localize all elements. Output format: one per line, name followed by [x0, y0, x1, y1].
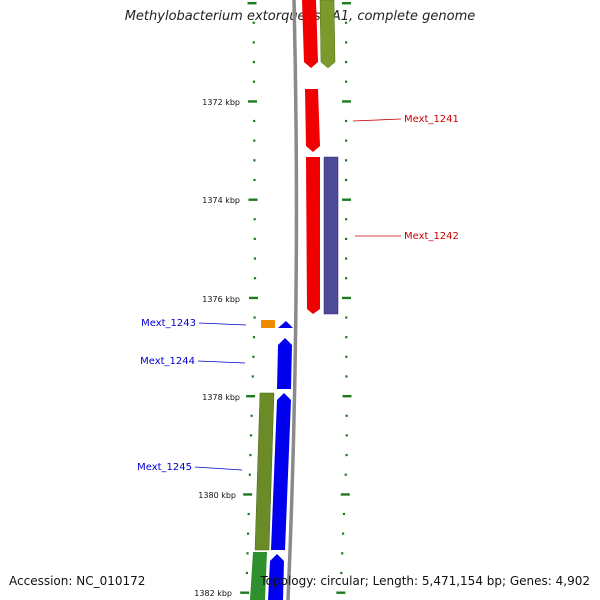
gene-mext-1241[interactable] — [305, 89, 320, 152]
tick-minor-right — [345, 375, 348, 378]
tick-minor-right — [345, 434, 348, 437]
ruler-label-1374: 1374 kbp — [202, 196, 240, 205]
tick-minor-left — [252, 336, 256, 339]
tick-minor-left — [253, 257, 256, 260]
tick-minor-left — [253, 277, 257, 280]
ruler-label-1382: 1382 kbp — [194, 589, 232, 598]
tick-minor-left — [245, 571, 249, 575]
feature-olive-top[interactable] — [319, 0, 336, 69]
tick-minor-right — [345, 355, 348, 358]
feature-red-top[interactable] — [302, 0, 318, 68]
label-mext-1244[interactable]: Mext_1244 — [140, 356, 195, 367]
label-mext-1245[interactable]: Mext_1245 — [137, 462, 192, 473]
gene-mext-1242[interactable] — [323, 156, 339, 315]
tick-minor-right — [345, 453, 348, 457]
accession-text: Accession: NC_010172 — [9, 574, 146, 588]
tick-minor-right — [340, 571, 343, 575]
tick-major-left — [248, 198, 258, 201]
tick-minor-right — [342, 512, 346, 516]
tick-minor-left — [249, 453, 252, 457]
tick-major-right — [342, 395, 352, 398]
tick-major-right — [342, 2, 351, 5]
tick-minor-left — [249, 434, 253, 437]
leader-mext-1245 — [194, 466, 243, 471]
reverse-features — [250, 320, 293, 600]
genome-title: Methylobacterium extorquens PA1, complet… — [124, 9, 476, 24]
tick-major-left — [248, 296, 258, 300]
tick-minor-right — [345, 414, 348, 417]
tick-minor-left — [246, 532, 250, 535]
ruler-label-1376: 1376 kbp — [202, 295, 240, 304]
tick-minor-left — [248, 473, 251, 476]
tick-major-right — [342, 198, 351, 201]
tick-minor-right — [341, 552, 344, 555]
tick-minor-left — [252, 355, 255, 358]
tick-major-left — [248, 100, 258, 103]
gene-mext-1242-red[interactable] — [306, 157, 320, 314]
topology-text: Topology: circular; Length: 5,471,154 bp… — [260, 574, 590, 588]
tick-major-left — [243, 493, 253, 496]
leader-mext-1244 — [197, 360, 246, 364]
tick-minor-right — [345, 60, 348, 64]
ruler-label-1372: 1372 kbp — [202, 98, 240, 107]
tick-major-right — [342, 296, 351, 300]
tick-minor-left — [251, 375, 254, 378]
tick-minor-left — [253, 218, 256, 221]
tick-minor-left — [252, 41, 255, 44]
tick-major-left — [247, 2, 257, 5]
tick-minor-left — [250, 414, 253, 417]
leader-mext-1243 — [198, 322, 247, 326]
gene-labels: Mext_1241 Mext_1242 Mext_1243 Mext_1244 … — [137, 114, 459, 473]
tick-minor-right — [345, 316, 348, 319]
gene-mext-1243[interactable] — [261, 320, 275, 328]
tick-minor-right — [345, 21, 348, 24]
tick-minor-right — [345, 119, 348, 123]
ruler-label-1380: 1380 kbp — [198, 491, 236, 500]
tick-minor-left — [253, 159, 256, 162]
label-mext-1241[interactable]: Mext_1241 — [404, 114, 459, 125]
label-mext-1242[interactable]: Mext_1242 — [404, 231, 459, 242]
tick-minor-right — [345, 159, 348, 162]
tick-minor-left — [247, 512, 250, 516]
tick-major-left — [240, 591, 250, 594]
tick-minor-left — [246, 552, 249, 555]
tick-minor-left — [253, 237, 256, 240]
tick-minor-right — [341, 532, 345, 535]
gene-mext-1243-blue[interactable] — [278, 321, 293, 328]
tick-minor-left — [253, 178, 256, 182]
tick-major-right — [342, 100, 351, 103]
tick-minor-left — [252, 80, 256, 83]
tick-minor-left — [253, 119, 256, 123]
feature-green-bottom[interactable] — [250, 552, 267, 600]
ruler-label-1378: 1378 kbp — [202, 393, 240, 402]
tick-minor-left — [252, 21, 255, 24]
gene-mext-1244[interactable] — [277, 338, 292, 389]
genome-backbone — [286, 0, 299, 600]
feature-blue-bottom[interactable] — [268, 554, 284, 600]
tick-major-right — [340, 493, 350, 496]
tick-major-left — [246, 395, 256, 398]
tick-minor-right — [345, 277, 348, 280]
tick-minor-right — [345, 139, 348, 142]
tick-major-right — [336, 591, 346, 594]
tick-minor-right — [345, 80, 348, 83]
tick-minor-left — [253, 316, 256, 319]
gene-mext-1245-blue[interactable] — [271, 393, 291, 550]
tick-minor-right — [345, 336, 348, 339]
label-mext-1243[interactable]: Mext_1243 — [141, 318, 196, 329]
ruler-labels: 1372 kbp 1374 kbp 1376 kbp 1378 kbp 1380… — [194, 98, 240, 598]
forward-features — [302, 0, 339, 315]
tick-minor-right — [345, 218, 348, 221]
tick-minor-right — [345, 237, 348, 240]
tick-minor-right — [345, 178, 348, 182]
tick-minor-left — [252, 60, 256, 64]
leader-mext-1241 — [352, 118, 402, 122]
tick-minor-right — [345, 257, 348, 260]
ruler-ticks — [240, 2, 352, 594]
tick-minor-left — [253, 139, 256, 142]
tick-minor-right — [345, 41, 348, 44]
gene-mext-1245[interactable] — [254, 392, 275, 551]
tick-minor-right — [344, 473, 347, 476]
